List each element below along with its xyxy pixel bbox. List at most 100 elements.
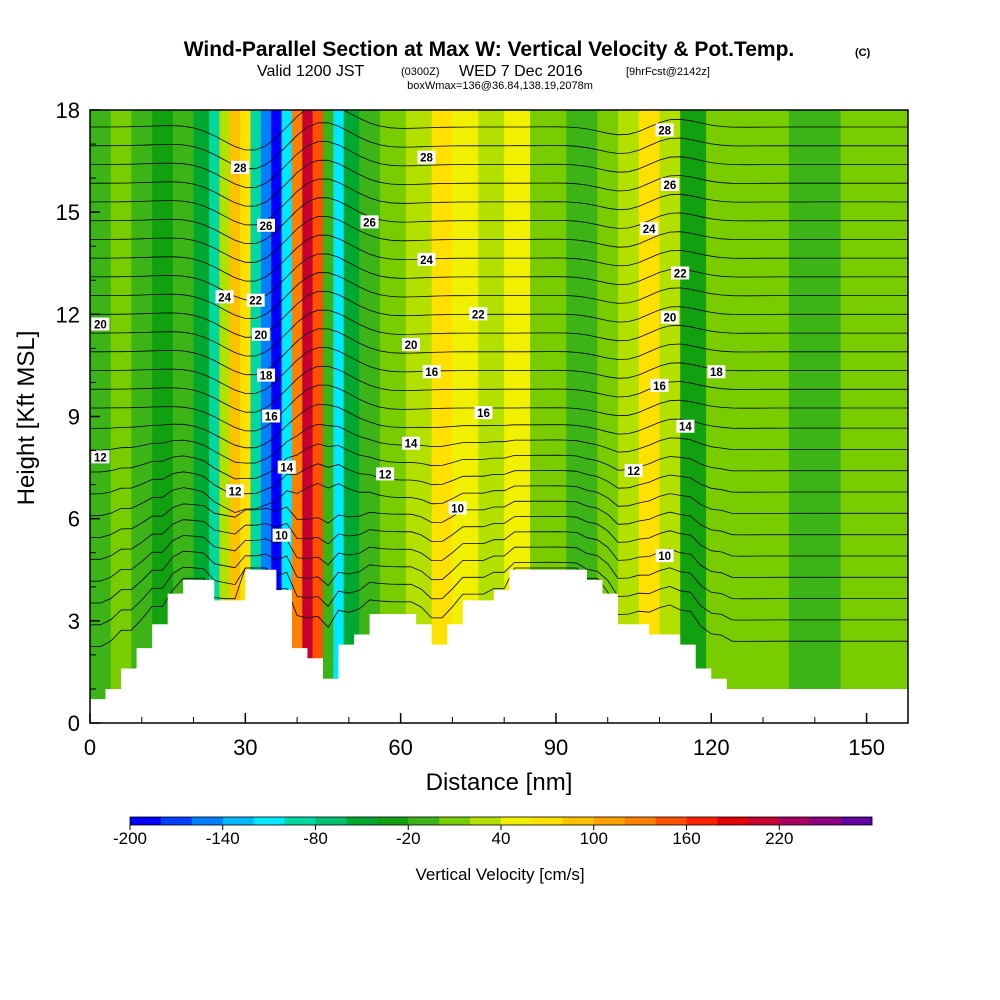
isentrope-label-bg bbox=[707, 365, 726, 379]
isentrope-label: 20 bbox=[405, 340, 418, 352]
velocity-column bbox=[219, 110, 231, 723]
velocity-column bbox=[359, 110, 381, 723]
x-axis-label: Distance [nm] bbox=[426, 769, 573, 796]
colorbar-swatch bbox=[562, 817, 595, 825]
isentrope-line bbox=[90, 328, 908, 376]
isentrope-label-bg bbox=[231, 160, 250, 174]
colorbar bbox=[129, 816, 873, 826]
colorbar-tick-label: -140 bbox=[206, 829, 240, 848]
velocity-column bbox=[322, 110, 334, 723]
isentrope-line bbox=[90, 110, 908, 151]
isentrope-line bbox=[90, 178, 908, 226]
isentrope-label-bg bbox=[401, 436, 420, 450]
colorbar-label: Vertical Velocity [cm/s] bbox=[415, 865, 584, 884]
isentrope-label-bg bbox=[624, 463, 643, 477]
y-tick-label: 18 bbox=[56, 98, 80, 123]
velocity-column bbox=[229, 110, 241, 723]
isentrope-label-bg bbox=[257, 368, 276, 382]
colorbar-swatch bbox=[346, 817, 378, 825]
colorbar-tick-label: 220 bbox=[765, 829, 793, 848]
colorbar-swatch bbox=[624, 817, 656, 825]
colorbar-swatch bbox=[470, 817, 502, 825]
isentrope-label-bg bbox=[251, 327, 270, 341]
x-tick-label: 0 bbox=[84, 735, 96, 760]
isentrope-line bbox=[90, 403, 908, 449]
velocity-column bbox=[152, 110, 174, 723]
velocity-column bbox=[250, 110, 262, 723]
isentrope-label-bg bbox=[422, 365, 441, 379]
velocity-column bbox=[742, 110, 790, 723]
isentrope-label: 14 bbox=[280, 463, 293, 475]
isentrope-label-bg bbox=[640, 222, 659, 236]
isentrope-label: 22 bbox=[674, 268, 687, 280]
colorbar-swatch bbox=[655, 817, 687, 825]
isentrope-line bbox=[90, 141, 908, 188]
colorbar-swatch bbox=[717, 817, 749, 825]
y-axis: 0 3 6 9 12 15 18 bbox=[56, 98, 100, 736]
velocity-columns bbox=[90, 110, 908, 723]
colorbar-swatch bbox=[841, 817, 873, 825]
isentrope-label: 12 bbox=[627, 466, 640, 478]
valid-date: WED 7 Dec 2016 bbox=[459, 63, 583, 80]
isentrope-label: 12 bbox=[229, 486, 242, 498]
x-tick-label: 150 bbox=[848, 735, 885, 760]
isentrope-label: 16 bbox=[425, 367, 438, 379]
colorbar-swatch bbox=[748, 817, 780, 825]
isentrope-label: 16 bbox=[265, 412, 278, 424]
colorbar-tick-label: 160 bbox=[672, 829, 700, 848]
isentrope-label-bg bbox=[272, 528, 291, 542]
isentrope-label: 16 bbox=[653, 381, 666, 393]
y-tick-label: 3 bbox=[68, 609, 80, 634]
isentrope-line bbox=[90, 197, 908, 244]
isentrope-label: 24 bbox=[218, 292, 231, 304]
velocity-column bbox=[788, 110, 842, 723]
valid-prefix: Valid 1200 JST bbox=[257, 63, 365, 80]
isentrope-line bbox=[90, 384, 908, 432]
colorbar-swatch bbox=[501, 817, 533, 825]
isentrope-label-bg bbox=[417, 150, 436, 164]
y-tick-label: 0 bbox=[68, 711, 80, 736]
isentrope-label-bg bbox=[448, 501, 467, 515]
velocity-column bbox=[333, 110, 345, 723]
box-wmax-info: boxWmax=136@36.84,138.19,2078m bbox=[407, 80, 593, 92]
isentrope-label-bg bbox=[215, 290, 234, 304]
velocity-column bbox=[281, 110, 293, 723]
isentrope-line bbox=[90, 546, 908, 604]
copyright-mark: (C) bbox=[855, 47, 871, 59]
isentrope-label: 22 bbox=[249, 296, 262, 308]
isentrope-label-bg bbox=[474, 406, 493, 420]
y-tick-label: 6 bbox=[68, 507, 80, 532]
isentrope-line bbox=[90, 423, 908, 464]
colorbar-tick-label: 40 bbox=[492, 829, 511, 848]
isentrope-label-bg bbox=[671, 266, 690, 280]
velocity-column bbox=[882, 110, 908, 723]
colorbar-swatch bbox=[810, 817, 842, 825]
isentrope-line bbox=[90, 567, 908, 647]
isentrope-label-bg bbox=[246, 293, 265, 307]
y-axis-label: Height [Kft MSL] bbox=[13, 331, 40, 506]
isentrope-line bbox=[90, 347, 908, 394]
colorbar-swatch bbox=[779, 817, 811, 825]
isentrope-label-bg bbox=[660, 310, 679, 324]
isentrope-line bbox=[90, 309, 908, 357]
isentrope-line bbox=[90, 159, 908, 207]
isentrope-label: 28 bbox=[420, 153, 433, 165]
y-tick-label: 9 bbox=[68, 405, 80, 430]
isentrope-label: 26 bbox=[260, 221, 273, 233]
isentrope-label: 10 bbox=[451, 503, 464, 515]
isentrope-line bbox=[90, 122, 908, 170]
isentrope-label-bg bbox=[360, 215, 379, 229]
isentrope-label: 12 bbox=[379, 469, 392, 481]
colorbar-swatch bbox=[377, 817, 409, 825]
isentrope-label-bg bbox=[650, 378, 669, 392]
isentrope-label: 14 bbox=[405, 439, 418, 451]
isentrope-label: 22 bbox=[472, 309, 485, 321]
isentrope-label-bg bbox=[655, 549, 674, 563]
isentrope-label-bg bbox=[257, 218, 276, 232]
chart-title: Wind-Parallel Section at Max W: Vertical… bbox=[184, 38, 795, 61]
velocity-column bbox=[312, 110, 324, 723]
velocity-column bbox=[680, 110, 707, 723]
isentrope-label-bg bbox=[225, 484, 244, 498]
velocity-column bbox=[343, 110, 360, 723]
